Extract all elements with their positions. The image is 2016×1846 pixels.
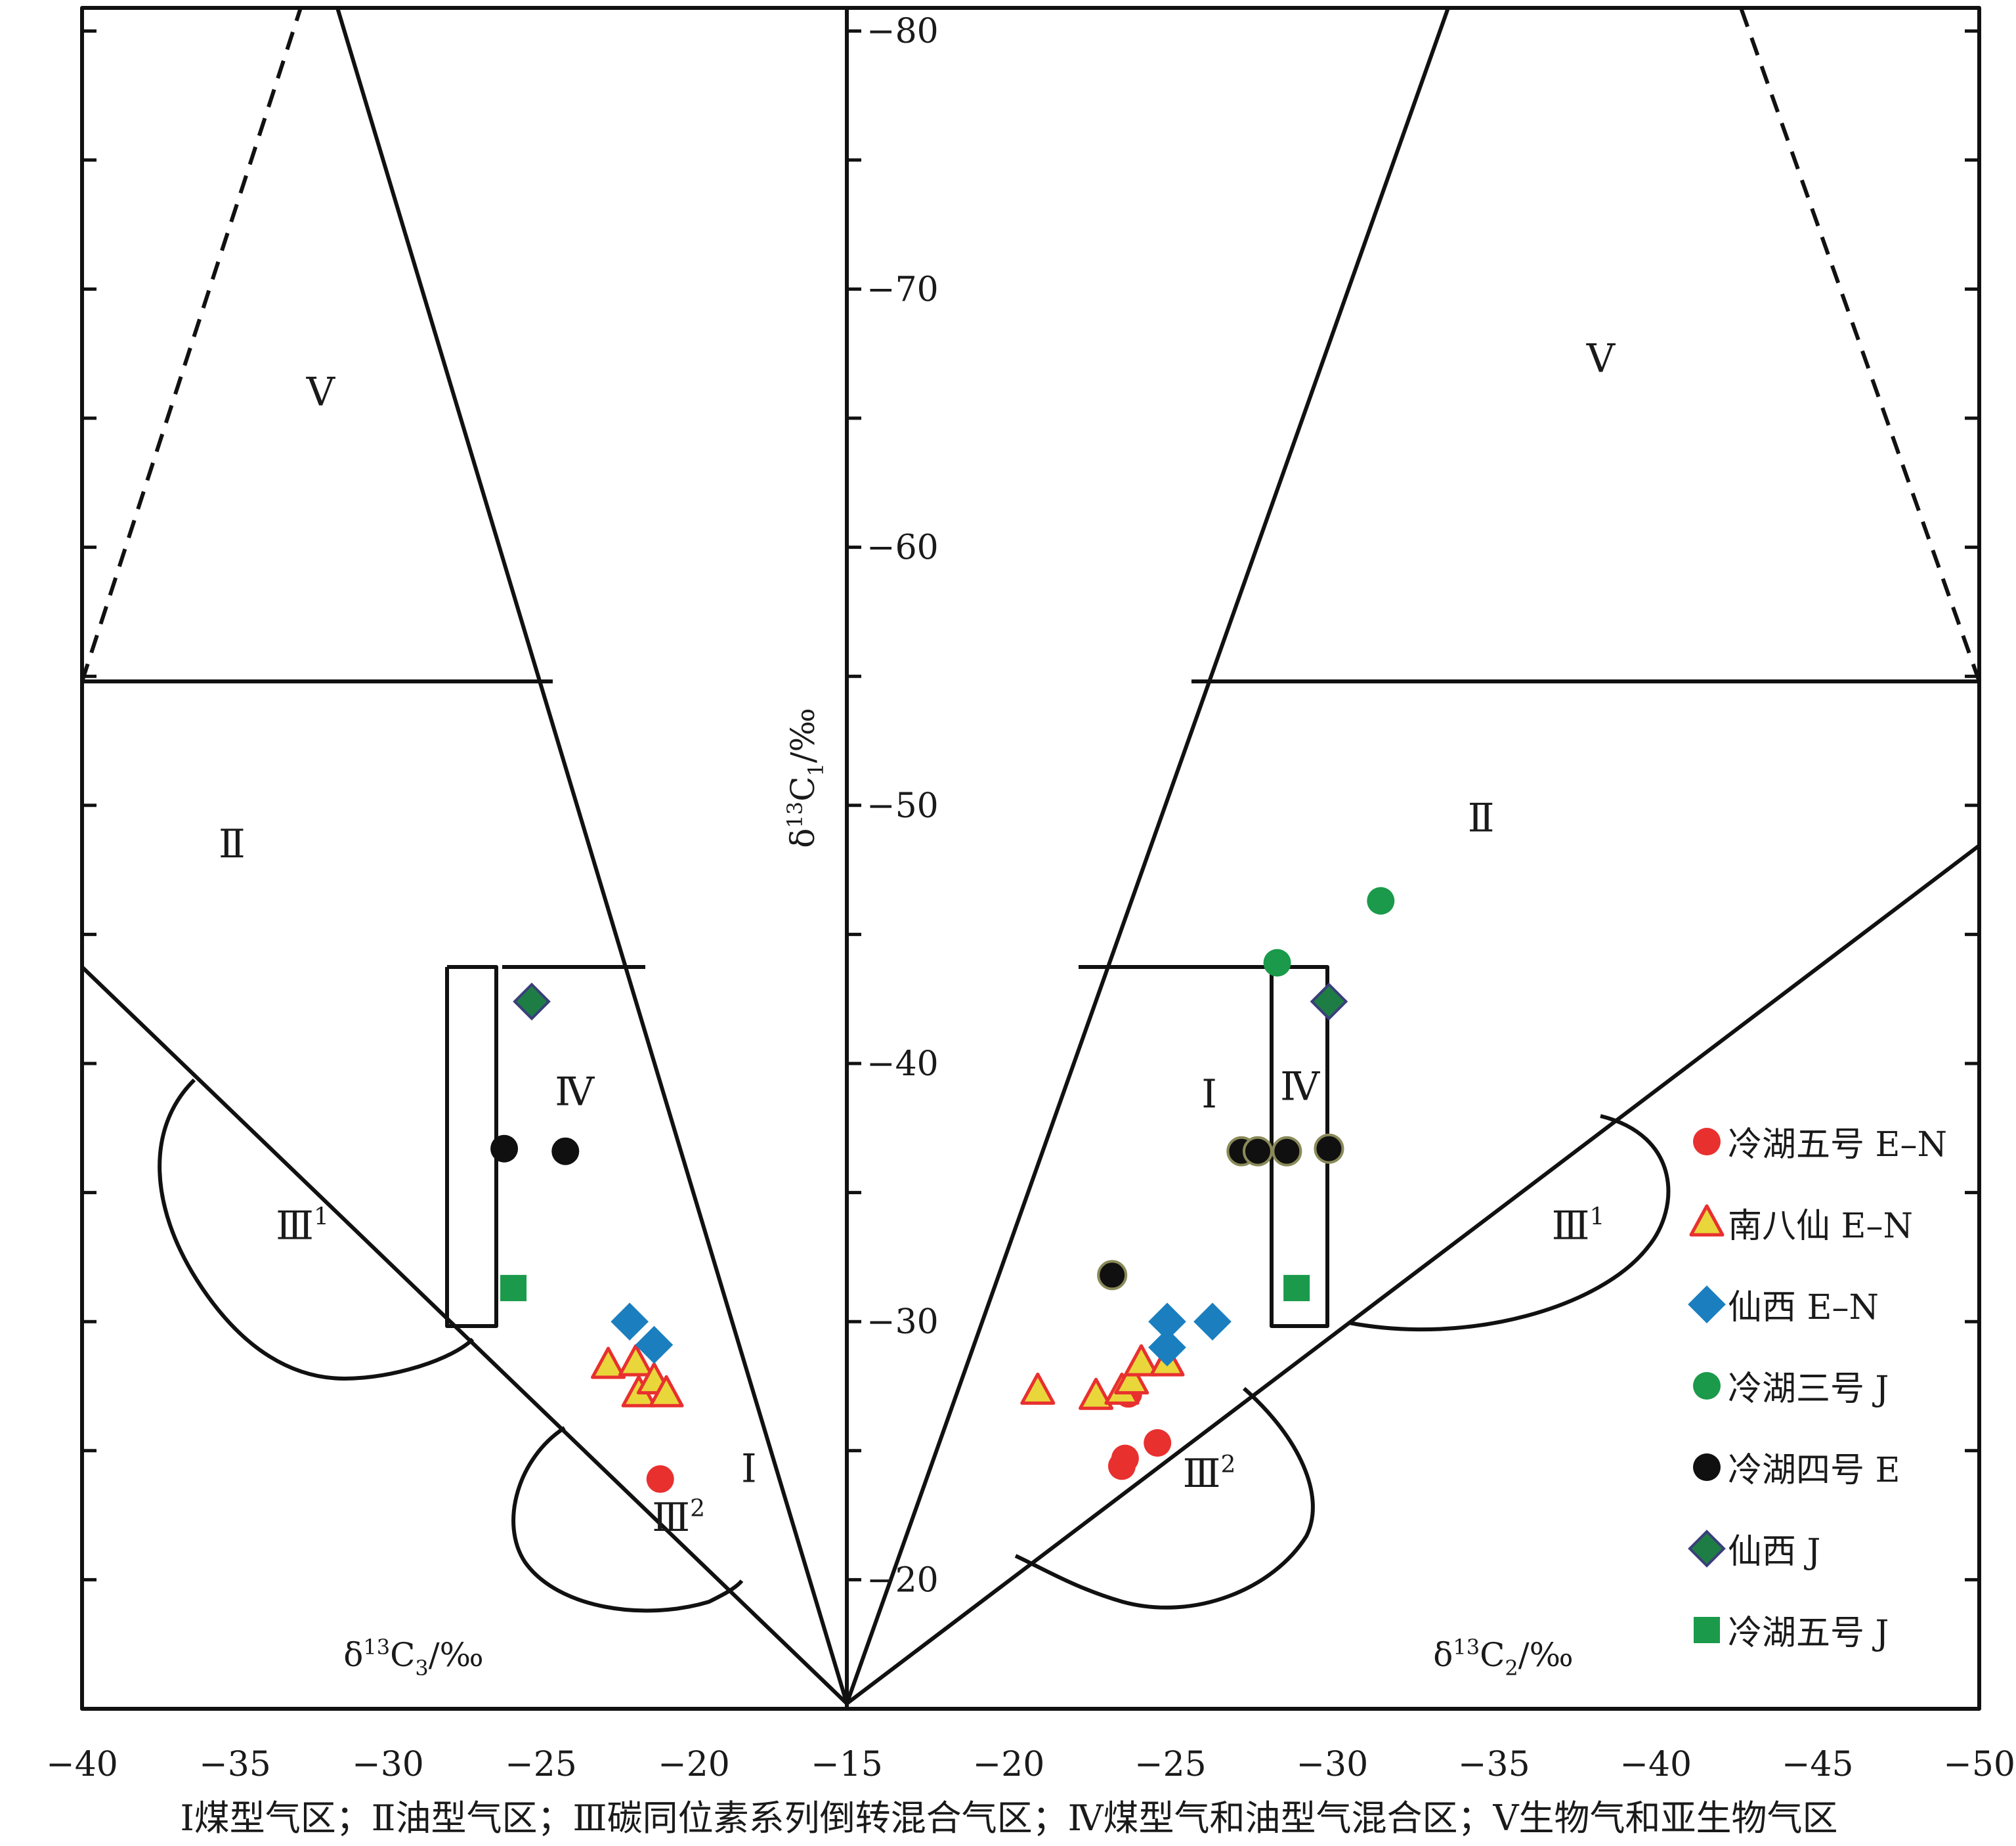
x-tick-label: −45 bbox=[1782, 1745, 1854, 1784]
legend-marker-4 bbox=[1693, 1453, 1721, 1481]
x-axis-label-left: δ13C3/‰ bbox=[343, 1635, 483, 1681]
point-right-series-1 bbox=[1114, 1362, 1149, 1395]
y-tick-label: −80 bbox=[867, 12, 939, 51]
point-left-series-2 bbox=[611, 1302, 649, 1341]
x-axis-label-right: δ13C2/‰ bbox=[1433, 1635, 1573, 1681]
legend-label-4: 冷湖四号 E bbox=[1728, 1451, 1900, 1490]
x-tick-label: −40 bbox=[46, 1745, 118, 1784]
x-tick-label: −50 bbox=[1943, 1745, 2015, 1784]
boundary-left-I bbox=[335, 7, 849, 1704]
zone-label: Ⅴ bbox=[1586, 336, 1616, 382]
x-tick-label: −35 bbox=[199, 1745, 271, 1784]
x-tick-label: −20 bbox=[973, 1745, 1045, 1784]
point-right-series-5 bbox=[1310, 982, 1348, 1021]
zone-right-III2 bbox=[1014, 1386, 1315, 1610]
chart-frame bbox=[80, 6, 1981, 1711]
zone-left-III1 bbox=[158, 1078, 475, 1381]
zone-label: Ⅰ bbox=[741, 1446, 757, 1492]
point-right-series-4 bbox=[1272, 1136, 1302, 1167]
point-left-series-4 bbox=[551, 1137, 580, 1165]
data-points bbox=[490, 887, 1395, 1493]
boundary-right-V-dashed bbox=[1739, 7, 1981, 683]
point-right-series-4 bbox=[1314, 1133, 1344, 1164]
point-left-series-5 bbox=[513, 982, 551, 1021]
legend-marker-2 bbox=[1688, 1285, 1726, 1323]
legend-label-3: 冷湖三号 J bbox=[1728, 1369, 1889, 1409]
zone-label: Ⅲ2 bbox=[1183, 1451, 1236, 1497]
x-tick-label: −25 bbox=[1134, 1745, 1207, 1784]
point-right-series-6 bbox=[1283, 1275, 1310, 1302]
x-tick-label: −25 bbox=[505, 1745, 577, 1784]
axes: −20 −30 −40 −50 −60 −70 −80 −40 −35 −30 −25 −20 −15 −… bbox=[46, 12, 2015, 1784]
zone-label: Ⅲ2 bbox=[652, 1495, 705, 1541]
boundary-left-V-dashed bbox=[80, 7, 303, 682]
point-right-series-3 bbox=[1263, 949, 1291, 977]
point-right-series-4 bbox=[1242, 1136, 1273, 1167]
y-tick-label: −30 bbox=[867, 1302, 939, 1342]
point-right-series-3 bbox=[1367, 887, 1395, 915]
zone-boundaries: Ⅴ Ⅱ Ⅳ Ⅲ1 Ⅲ2 Ⅰ Ⅴ Ⅱ Ⅰ Ⅳ Ⅲ1 Ⅲ2 bbox=[80, 7, 1981, 1706]
point-left-series-1 bbox=[591, 1346, 626, 1379]
zone-label: Ⅰ bbox=[1201, 1071, 1217, 1117]
point-right-series-1 bbox=[1020, 1372, 1056, 1405]
boundary-right-IV-box bbox=[1270, 965, 1329, 1328]
point-right-series-1 bbox=[1079, 1377, 1114, 1410]
legend-label-5: 仙西 J bbox=[1728, 1532, 1820, 1572]
point-right-series-0 bbox=[1107, 1452, 1136, 1480]
point-right-series-2 bbox=[1148, 1328, 1186, 1367]
point-left-series-1 bbox=[618, 1344, 653, 1377]
legend-label-2: 仙西 E–N bbox=[1728, 1288, 1879, 1327]
legend-marker-5 bbox=[1688, 1530, 1726, 1568]
legend-label-0: 冷湖五号 E–N bbox=[1728, 1125, 1947, 1165]
boundary-right-I bbox=[845, 7, 1450, 1705]
legend-marker-0 bbox=[1693, 1128, 1721, 1155]
point-left-series-6 bbox=[500, 1275, 527, 1302]
zone-left-III2 bbox=[511, 1426, 744, 1613]
boundary-left-IV-box bbox=[445, 965, 498, 1328]
legend-marker-1 bbox=[1689, 1204, 1725, 1237]
y-tick-label: −40 bbox=[867, 1044, 939, 1084]
zone-right-III1 bbox=[1348, 1114, 1671, 1332]
x-tick-label: −30 bbox=[352, 1745, 424, 1784]
y-tick-label: −60 bbox=[867, 528, 939, 568]
point-left-series-1 bbox=[649, 1375, 684, 1407]
y-tick-label: −70 bbox=[867, 270, 939, 309]
x-tick-label: −15 bbox=[811, 1745, 883, 1784]
zone-label: Ⅳ bbox=[1280, 1063, 1320, 1109]
chart-caption: Ⅰ煤型气区；Ⅱ油型气区；Ⅲ碳同位素系列倒转混合气区；Ⅳ煤型气和油型气混合区；Ⅴ生… bbox=[180, 1797, 1837, 1839]
legend-marker-6 bbox=[1694, 1617, 1720, 1643]
x-tick-label: −20 bbox=[658, 1745, 730, 1784]
point-right-series-0 bbox=[1144, 1429, 1172, 1457]
legend-label-1: 南八仙 E–N bbox=[1728, 1207, 1913, 1246]
y-tick-label: −20 bbox=[867, 1560, 939, 1600]
point-left-series-0 bbox=[646, 1465, 674, 1493]
zone-label: Ⅴ bbox=[306, 370, 336, 416]
y-axis-label: δ13C1/‰ bbox=[783, 708, 828, 848]
point-right-series-2 bbox=[1193, 1302, 1232, 1341]
plot-frame bbox=[80, 6, 1981, 1711]
x-tick-label: −40 bbox=[1619, 1745, 1692, 1784]
point-right-series-4 bbox=[1097, 1260, 1128, 1291]
x-tick-label: −35 bbox=[1458, 1745, 1530, 1784]
zone-label: Ⅱ bbox=[219, 821, 246, 867]
legend-label-6: 冷湖五号 J bbox=[1728, 1614, 1889, 1653]
legend: 冷湖五号 E–N 南八仙 E–N 仙西 E–N 冷湖三号 J 冷湖四号 E 仙西 J 冷湖五… bbox=[1688, 1125, 1947, 1653]
boundary-left-III bbox=[80, 965, 849, 1706]
zone-label: Ⅲ1 bbox=[276, 1203, 329, 1249]
zone-label: Ⅱ bbox=[1468, 795, 1495, 841]
legend-marker-3 bbox=[1693, 1372, 1721, 1400]
point-right-series-1 bbox=[1124, 1344, 1159, 1377]
point-left-series-4 bbox=[490, 1134, 519, 1163]
boundary-right-III bbox=[846, 844, 1981, 1706]
y-tick-label: −50 bbox=[867, 786, 939, 826]
x-tick-label: −30 bbox=[1296, 1745, 1368, 1784]
point-left-series-2 bbox=[635, 1325, 674, 1364]
zone-label: Ⅲ1 bbox=[1552, 1203, 1605, 1249]
zone-label: Ⅳ bbox=[555, 1069, 595, 1115]
